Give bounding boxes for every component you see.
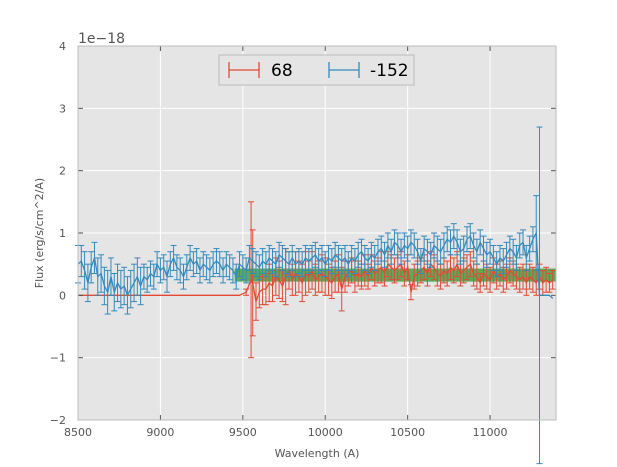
y-axis: −2 −1 0 1 2 3 4	[50, 40, 556, 427]
x-tick-label: 10500	[390, 426, 425, 439]
y-tick-label: 4	[59, 40, 66, 53]
y-tick-label: 3	[59, 102, 66, 115]
y-axis-label: Flux (erg/s/cm^2/A)	[33, 178, 46, 288]
y-tick-label: 1	[59, 227, 66, 240]
x-tick-label: 10000	[308, 426, 343, 439]
x-axis-label: Wavelength (A)	[275, 447, 360, 460]
series-minus-152	[75, 126, 554, 465]
x-tick-label: 9500	[229, 426, 257, 439]
legend-swatch-68	[228, 62, 260, 78]
x-tick-label: 8500	[64, 426, 92, 439]
plot-frame	[77, 45, 557, 421]
y-tick-label: 0	[59, 289, 66, 302]
x-tick-label: 11000	[473, 426, 508, 439]
y-tick-label: −1	[50, 352, 66, 365]
y-tick-label: −2	[50, 414, 66, 427]
y-tick-label: 2	[59, 165, 66, 178]
legend-item-68: 68	[228, 61, 293, 81]
legend: 68 -152	[218, 54, 415, 86]
x-tick-label: 9000	[146, 426, 174, 439]
series-line	[77, 230, 554, 299]
legend-label-minus-152: -152	[370, 61, 409, 81]
legend-label-68: 68	[271, 61, 293, 81]
legend-item-minus-152: -152	[328, 61, 409, 81]
x-axis: 8500 9000 9500 10000 10500 11000	[64, 46, 508, 439]
y-offset-label: 1e−18	[78, 31, 125, 47]
legend-swatch-minus-152	[328, 62, 360, 78]
series-68	[78, 201, 556, 359]
